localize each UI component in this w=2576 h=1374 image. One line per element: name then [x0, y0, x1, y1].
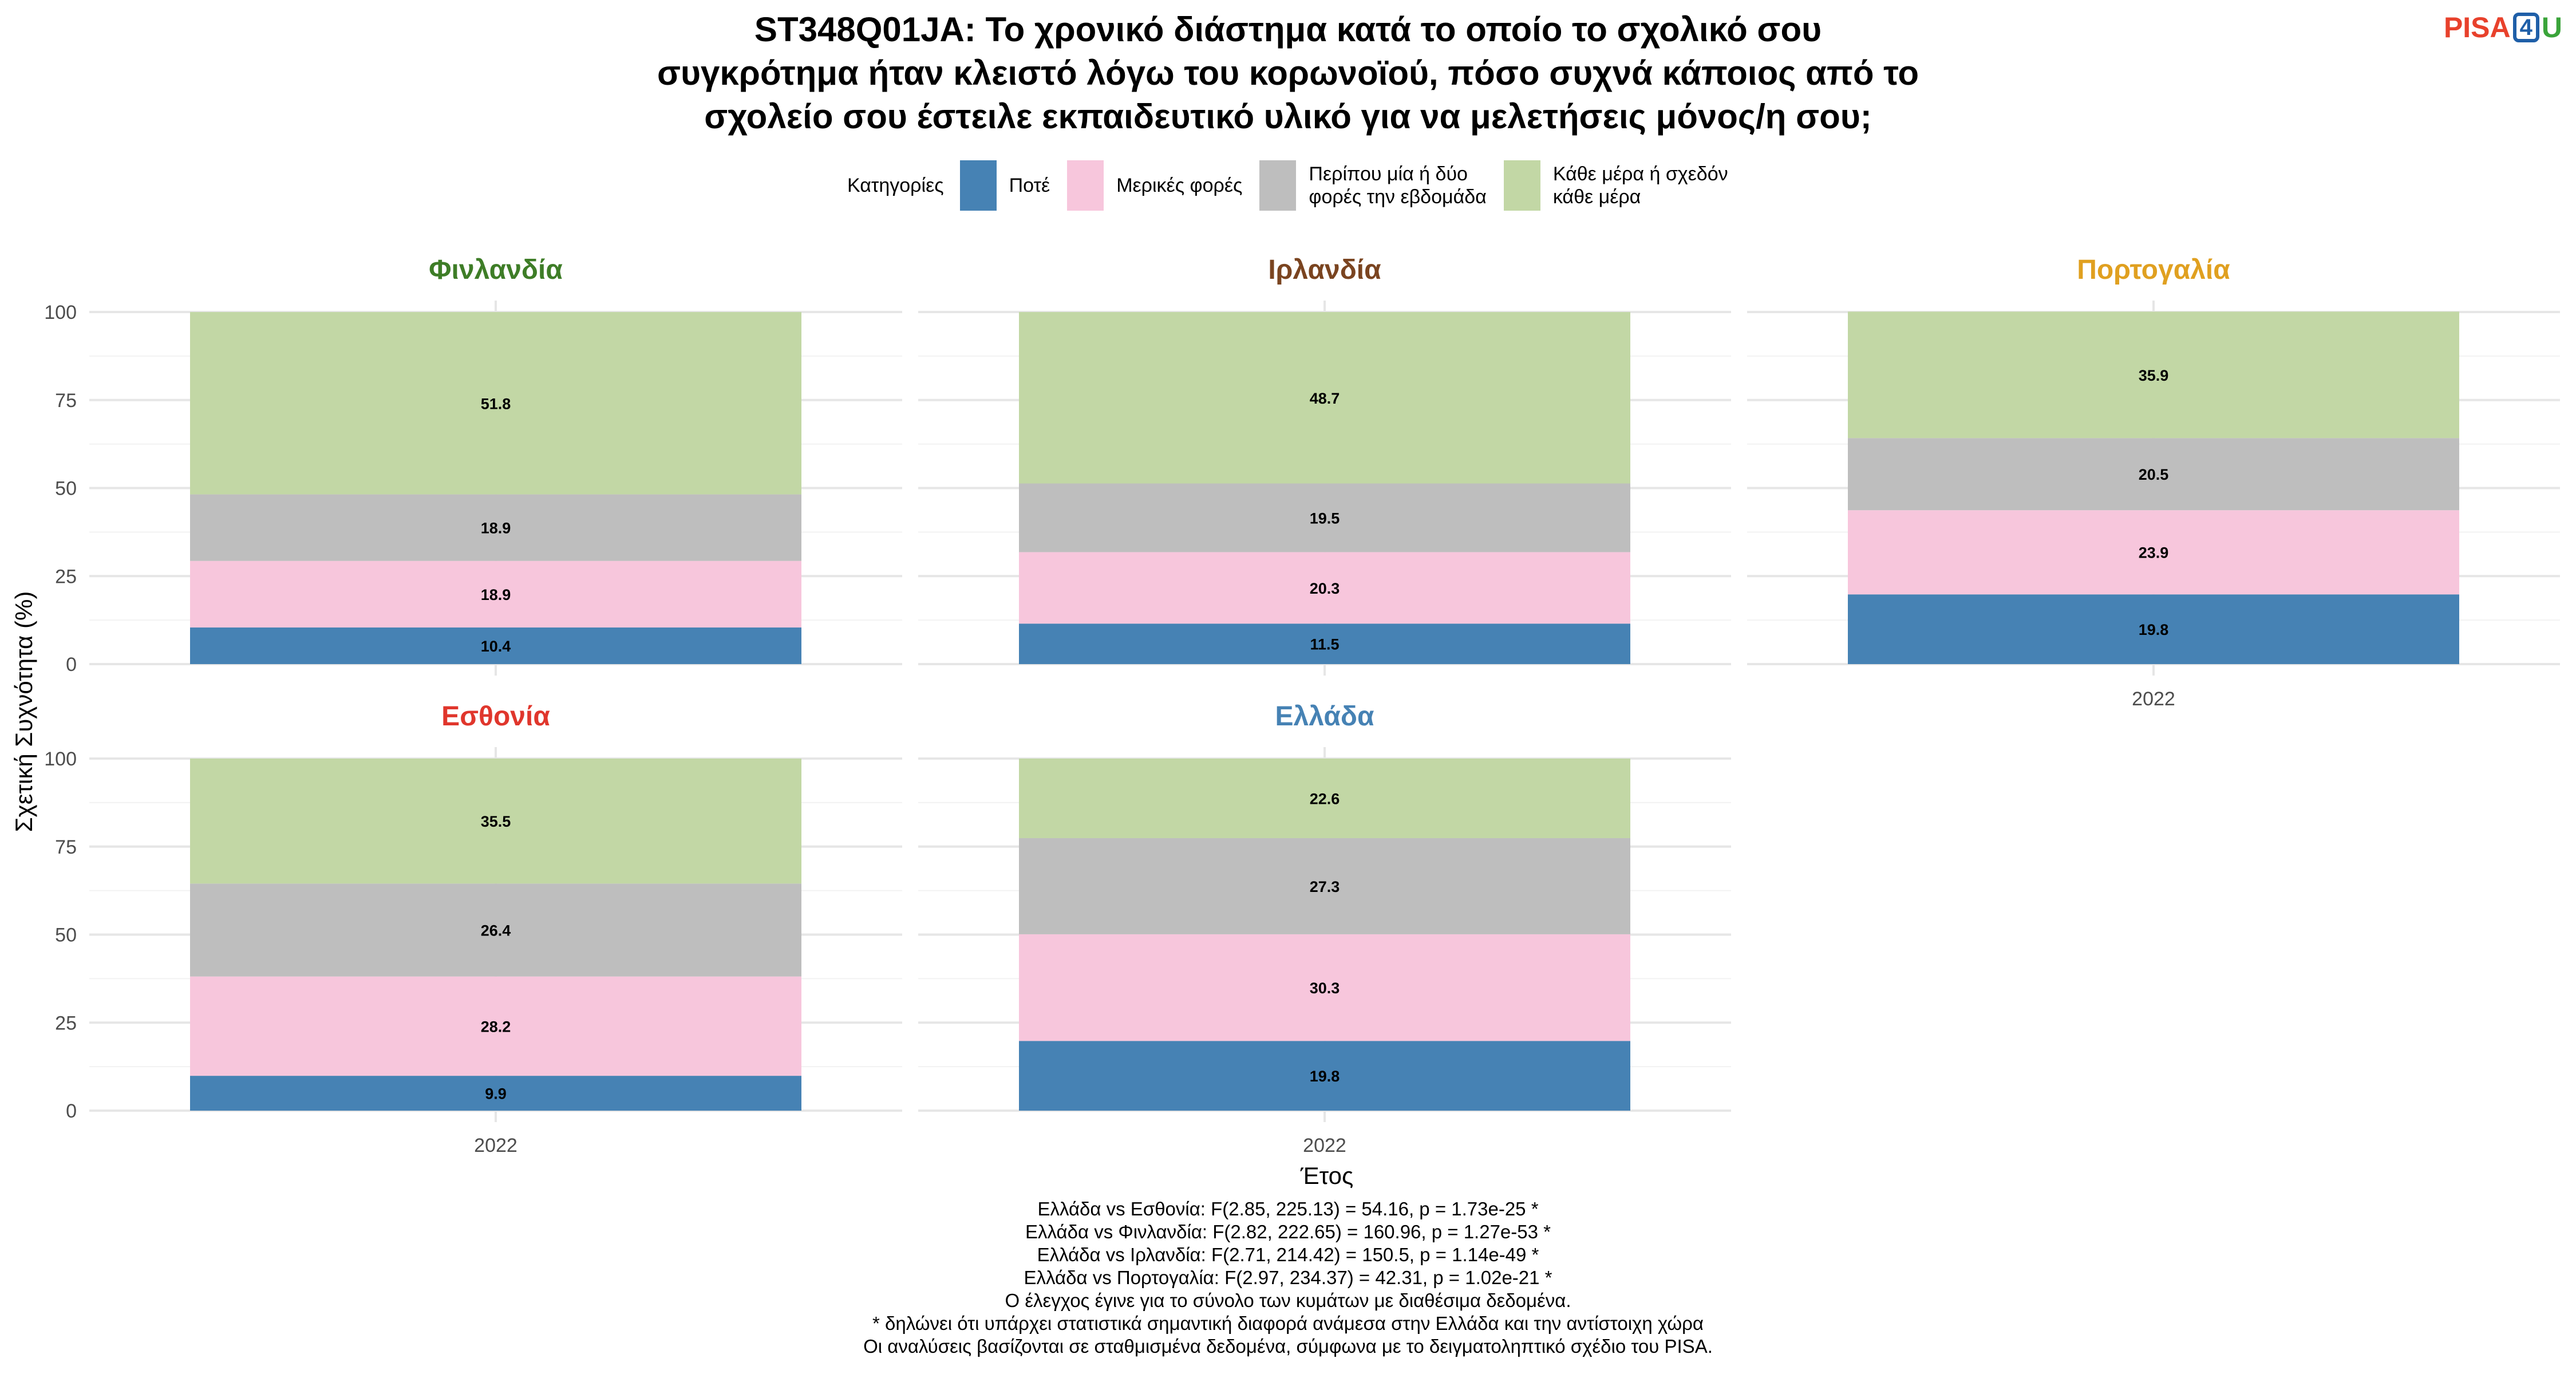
bar-segment	[190, 976, 801, 1076]
bar-segment	[190, 494, 801, 561]
bar-segment	[190, 627, 801, 664]
pisa4u-logo: PISA 4 U	[2444, 10, 2562, 45]
bar-segment	[1848, 311, 2459, 439]
data-label: 20.3	[1310, 580, 1340, 597]
data-label: 10.4	[481, 638, 511, 655]
panel-title: Εσθονία	[441, 701, 550, 732]
legend-item-weekly: Περίπου μία ή δύο φορές την εβδομάδα	[1259, 160, 1487, 211]
bar-segment	[1848, 438, 2459, 511]
panel-title: Φινλανδία	[429, 255, 563, 285]
footnote-line: Ελλάδα vs Πορτογαλία: F(2.97, 234.37) = …	[1024, 1267, 1552, 1288]
bar-segment	[1019, 623, 1630, 664]
logo-four-box: 4	[2512, 13, 2539, 42]
data-label: 20.5	[2139, 466, 2169, 483]
legend-swatch	[1067, 160, 1104, 211]
logo-u-text: U	[2541, 11, 2562, 44]
footnote-line: Ελλάδα vs Φινλανδία: F(2.82, 222.65) = 1…	[1025, 1221, 1551, 1242]
y-tick-label: 0	[66, 654, 77, 676]
data-label: 27.3	[1310, 878, 1340, 895]
y-tick-label: 100	[44, 302, 77, 323]
bar-segment	[1019, 934, 1630, 1041]
bar-segment	[190, 560, 801, 628]
bar-segment	[1019, 759, 1630, 838]
y-tick-label: 25	[55, 1012, 77, 1034]
data-label: 48.7	[1310, 390, 1340, 407]
data-label: 9.9	[485, 1085, 507, 1103]
bar-segment	[190, 312, 801, 495]
data-label: 23.9	[2139, 544, 2169, 562]
data-label: 18.9	[481, 520, 511, 537]
title-line: συγκρότημα ήταν κλειστό λόγω του κορωνοϊ…	[657, 54, 1919, 92]
bar-segment	[1019, 483, 1630, 552]
bar-segment	[1019, 552, 1630, 624]
data-label: 22.6	[1310, 790, 1340, 807]
title-line: σχολείο σου έστειλε εκπαιδευτικό υλικό γ…	[704, 97, 1872, 136]
data-label: 35.9	[2139, 367, 2169, 384]
chart-title: ST348Q01JA: Το χρονικό διάστημα κατά το …	[0, 8, 2576, 139]
footnote-line: Ο έλεγχος έγινε για το σύνολο των κυμάτω…	[1005, 1290, 1571, 1311]
x-axis-title: Έτος	[1300, 1162, 1354, 1189]
legend: Κατηγορίες Ποτέ Μερικές φορές Περίπου μί…	[847, 158, 1745, 213]
y-tick-label: 25	[55, 566, 77, 587]
footnotes: Ελλάδα vs Εσθονία: F(2.85, 225.13) = 54.…	[572, 1198, 2004, 1358]
title-line: ST348Q01JA: Το χρονικό διάστημα κατά το …	[754, 10, 1822, 49]
y-tick-label: 50	[55, 925, 77, 946]
x-tick-label: 2022	[474, 1135, 517, 1156]
y-tick-label: 0	[66, 1100, 77, 1122]
y-tick-label: 50	[55, 478, 77, 500]
y-axis-title: Σχετική Συχνότητα (%)	[10, 591, 37, 832]
x-tick-label: 2022	[2132, 688, 2175, 710]
data-label: 26.4	[481, 922, 511, 939]
bar-segment	[1019, 1041, 1630, 1111]
data-label: 19.8	[1310, 1068, 1340, 1085]
legend-item-sometimes: Μερικές φορές	[1067, 160, 1242, 211]
y-tick-label: 75	[55, 836, 77, 858]
legend-title: Κατηγορίες	[847, 174, 944, 196]
data-label: 28.2	[481, 1018, 511, 1035]
y-tick-label: 75	[55, 390, 77, 412]
legend-label: Κάθε μέρα ή σχεδόν κάθε μέρα	[1552, 163, 1728, 208]
data-label: 35.5	[481, 813, 511, 830]
footnote-line: Οι αναλύσεις βασίζονται σε σταθμισμένα δ…	[863, 1336, 1713, 1357]
logo-pisa-text: PISA	[2443, 11, 2511, 44]
legend-swatch	[959, 160, 997, 211]
bar-segment	[190, 759, 801, 884]
bar-segment	[190, 883, 801, 977]
bar-segment	[1019, 838, 1630, 934]
y-tick-label: 100	[44, 748, 77, 770]
legend-label: Περίπου μία ή δύο φορές την εβδομάδα	[1309, 163, 1487, 208]
bar-segment	[190, 1076, 801, 1111]
x-tick-label: 2022	[1303, 1135, 1346, 1156]
footnote-line: Ελλάδα vs Εσθονία: F(2.85, 225.13) = 54.…	[1037, 1198, 1539, 1219]
footnote-line: Ελλάδα vs Ιρλανδία: F(2.71, 214.42) = 15…	[1037, 1244, 1539, 1265]
legend-item-never: Ποτέ	[959, 160, 1050, 211]
bar-segment	[1019, 312, 1630, 484]
bar-segment	[1848, 510, 2459, 595]
footnote-line: * δηλώνει ότι υπάρχει στατιστικά σημαντι…	[872, 1313, 1704, 1334]
panel-title: Ελλάδα	[1275, 701, 1374, 732]
legend-swatch	[1503, 160, 1540, 211]
legend-label: Μερικές φορές	[1116, 175, 1243, 196]
data-label: 18.9	[481, 586, 511, 603]
data-label: 19.8	[2139, 621, 2169, 638]
data-label: 19.5	[1310, 510, 1340, 527]
data-label: 11.5	[1310, 636, 1339, 653]
legend-swatch	[1259, 160, 1297, 211]
bar-segment	[1848, 594, 2459, 664]
legend-item-daily: Κάθε μέρα ή σχεδόν κάθε μέρα	[1503, 160, 1728, 211]
data-label: 30.3	[1310, 980, 1340, 997]
panel-title: Ιρλανδία	[1268, 255, 1381, 285]
panel-title: Πορτογαλία	[2077, 255, 2230, 285]
data-label: 51.8	[481, 395, 511, 412]
legend-label: Ποτέ	[1009, 175, 1050, 196]
